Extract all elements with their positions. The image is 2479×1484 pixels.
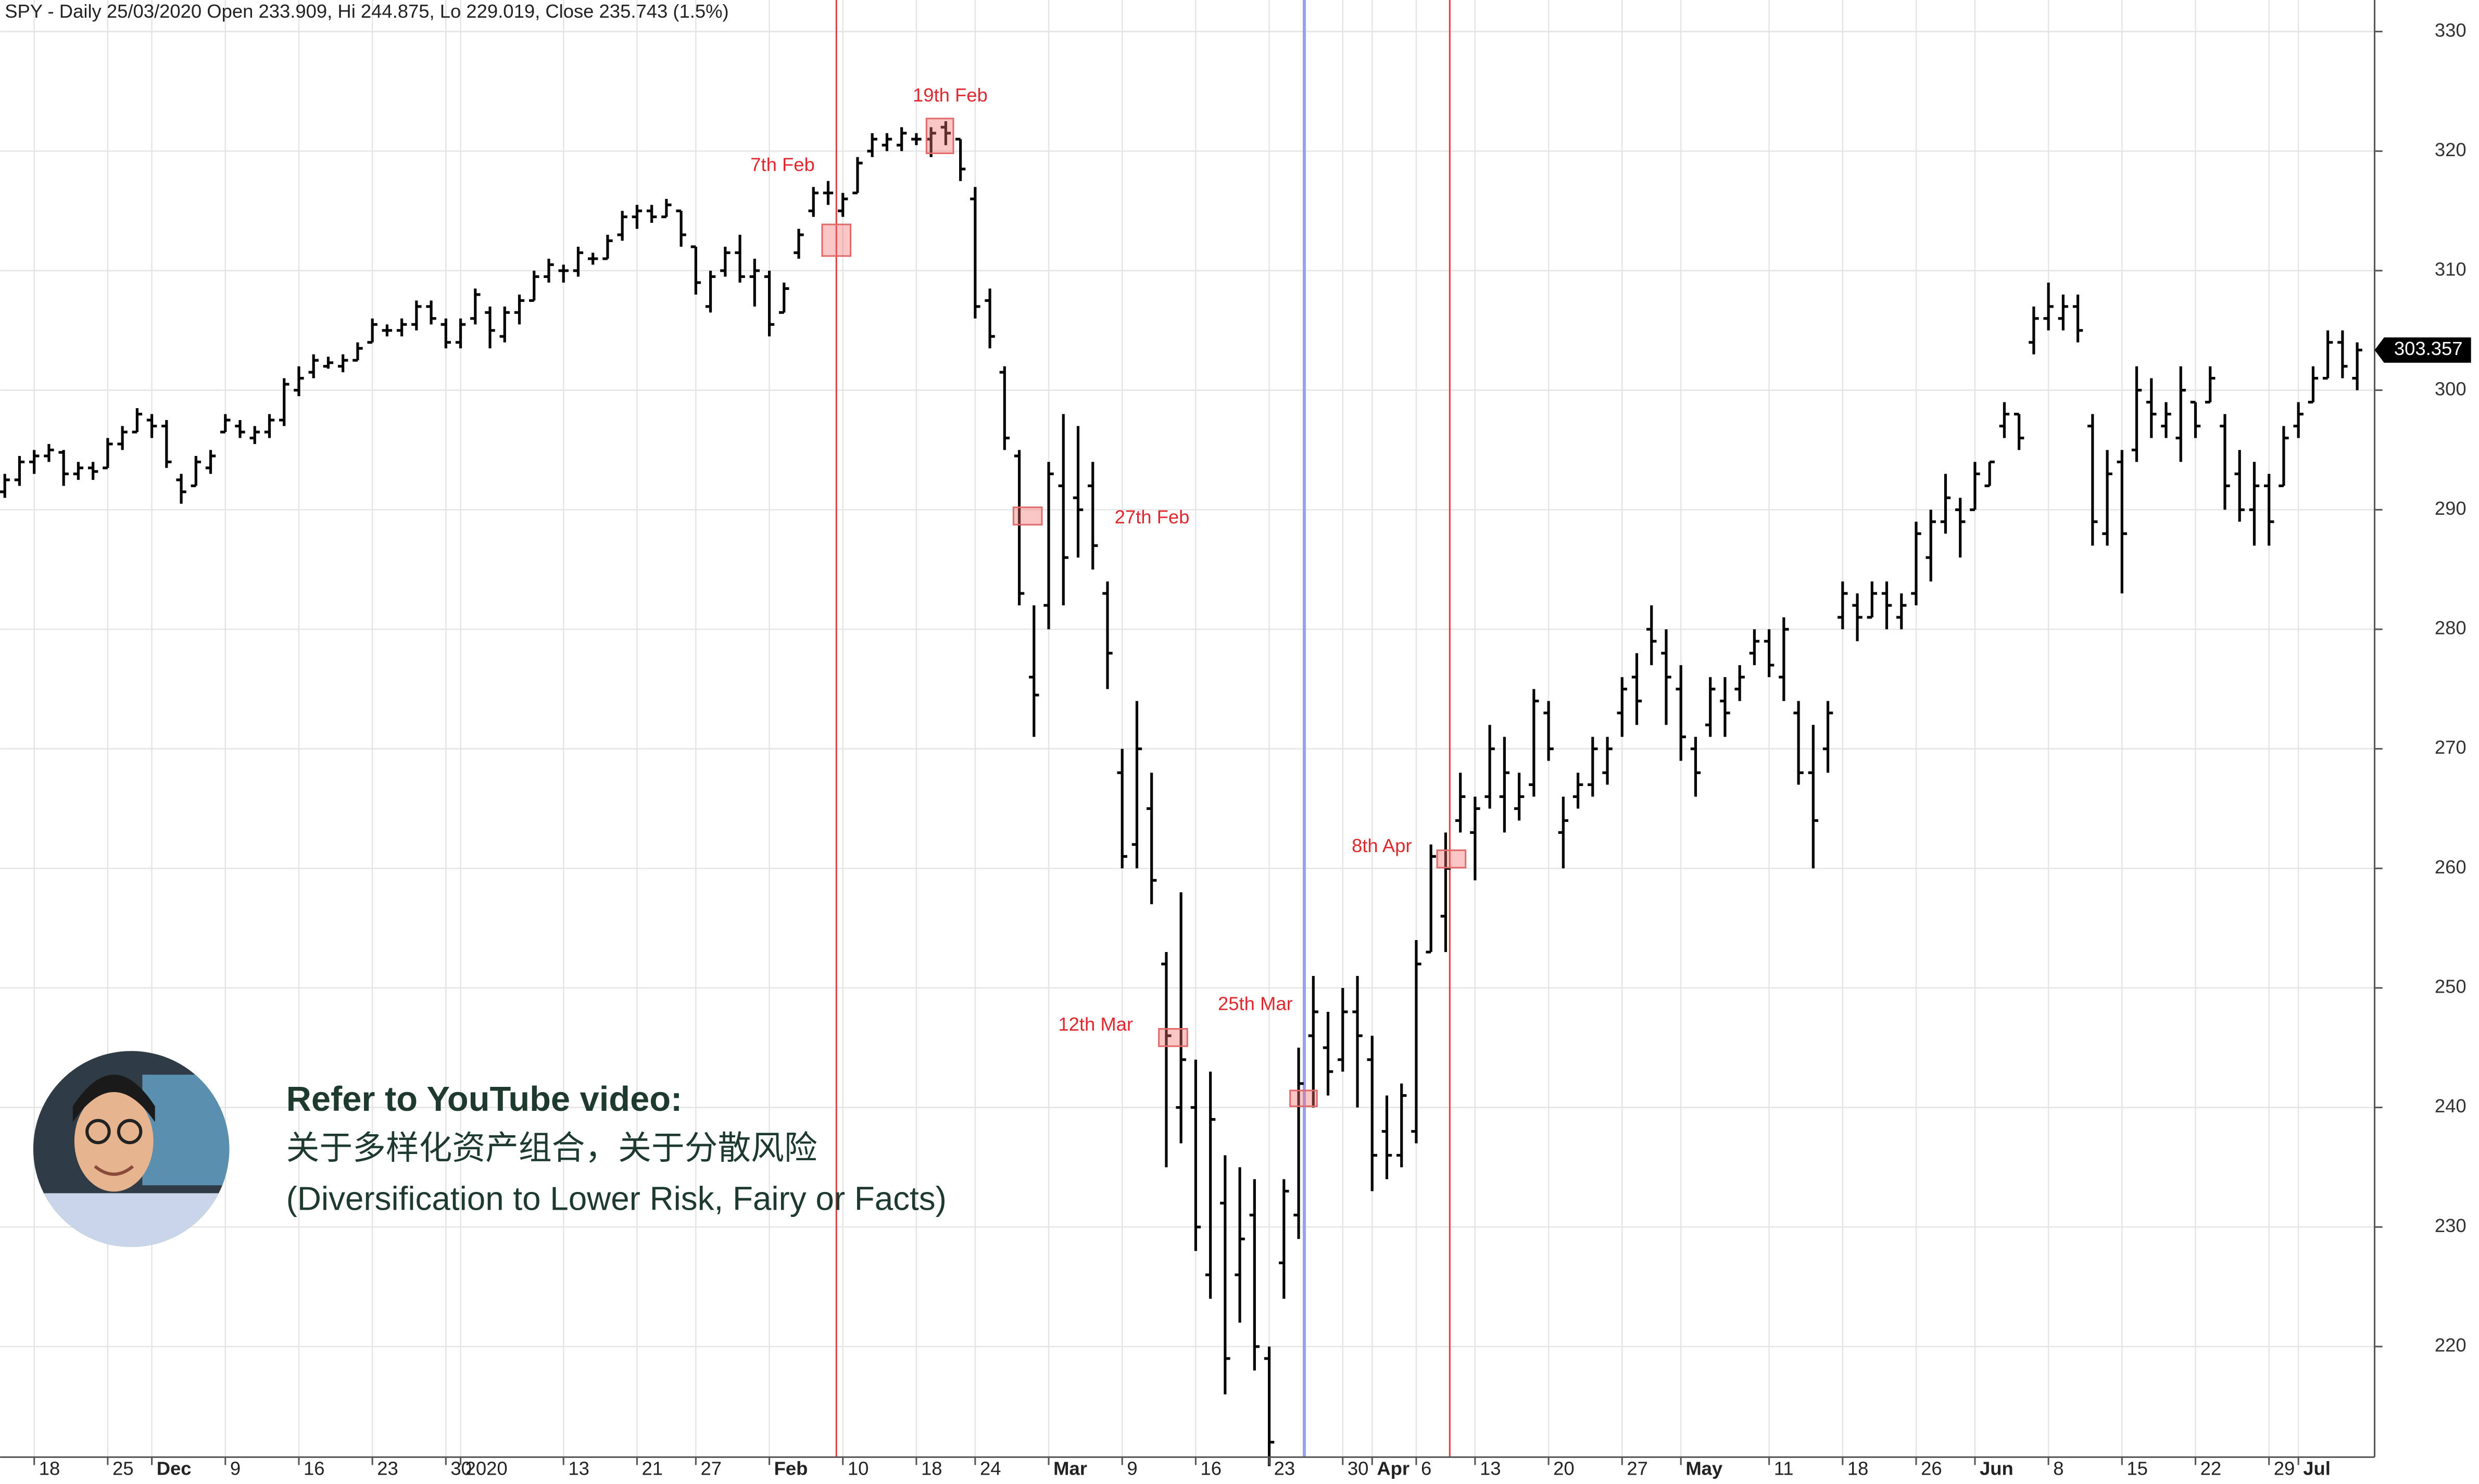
x-tick-label: 16 <box>1201 1457 1222 1479</box>
y-tick-label: 300 <box>2435 378 2467 399</box>
annotation: 25th Mar <box>1218 993 1293 1014</box>
x-tick-label: Jul <box>2303 1457 2331 1479</box>
y-tick-label: 220 <box>2435 1335 2467 1356</box>
y-tick-label: 330 <box>2435 19 2467 41</box>
x-tick-label: May <box>1685 1457 1723 1479</box>
y-tick-label: 230 <box>2435 1215 2467 1236</box>
x-tick-label: 13 <box>568 1457 589 1479</box>
avatar <box>24 1051 245 1257</box>
x-tick-label: 18 <box>39 1457 60 1479</box>
annotation-box <box>822 224 851 256</box>
x-tick-label: 21 <box>642 1457 663 1479</box>
chart-title: SPY - Daily 25/03/2020 Open 233.909, Hi … <box>5 1 728 22</box>
annotation-box <box>1159 1029 1188 1046</box>
x-tick-label: 2020 <box>465 1457 508 1479</box>
x-tick-label: 18 <box>1847 1457 1869 1479</box>
x-tick-label: 10 <box>848 1457 869 1479</box>
y-tick-label: 290 <box>2435 498 2467 519</box>
x-tick-label: 15 <box>2126 1457 2148 1479</box>
x-tick-label: 20 <box>1553 1457 1575 1479</box>
x-tick-label: 24 <box>980 1457 1001 1479</box>
x-tick-label: 27 <box>700 1457 722 1479</box>
annotation: 8th Apr <box>1352 835 1412 856</box>
annotation: 19th Feb <box>913 84 988 106</box>
overlay-subtitle: (Diversification to Lower Risk, Fairy or… <box>286 1179 947 1217</box>
x-tick-label: 11 <box>1774 1457 1794 1479</box>
annotation-box <box>1437 850 1466 867</box>
overlay-subtitle: 关于多样化资产组合，关于分散风险 <box>286 1129 817 1166</box>
price-label: 303.357 <box>2394 338 2463 359</box>
x-tick-label: 27 <box>1627 1457 1648 1479</box>
annotation: 7th Feb <box>750 154 815 175</box>
x-tick-label: 9 <box>230 1457 241 1479</box>
x-tick-label: 22 <box>2200 1457 2222 1479</box>
x-tick-label: 18 <box>921 1457 942 1479</box>
annotation-box <box>1013 508 1042 525</box>
x-tick-label: 30 <box>1348 1457 1369 1479</box>
bar-layer <box>0 121 2362 1466</box>
x-tick-label: 6 <box>1421 1457 1431 1479</box>
x-tick-label: Feb <box>774 1457 808 1479</box>
y-tick-label: 240 <box>2435 1095 2467 1117</box>
y-tick-label: 320 <box>2435 139 2467 160</box>
x-tick-label: 16 <box>304 1457 325 1479</box>
y-tick-label: 280 <box>2435 617 2467 639</box>
annotation-box <box>1290 1090 1317 1106</box>
x-tick-label: Jun <box>1980 1457 2014 1479</box>
x-tick-label: 9 <box>1127 1457 1137 1479</box>
grid-layer <box>0 0 2374 1457</box>
x-tick-label: 8 <box>2053 1457 2063 1479</box>
y-tick-label: 270 <box>2435 737 2467 758</box>
y-tick-label: 260 <box>2435 856 2467 878</box>
x-tick-label: 25 <box>112 1457 134 1479</box>
y-tick-label: 250 <box>2435 976 2467 997</box>
annotation: 27th Feb <box>1115 506 1190 528</box>
page: {"chart_data":{"type":"ohlc", "title":"S… <box>0 0 2479 1484</box>
x-tick-label: 29 <box>2274 1457 2295 1479</box>
x-tick-label: 26 <box>1921 1457 1942 1479</box>
chart: 7th Feb 19th Feb 27th Feb 12th Mar 25th … <box>0 0 2479 1484</box>
x-tick-label: Mar <box>1053 1457 1087 1479</box>
annotation-box <box>926 119 953 154</box>
y-tick-label: 310 <box>2435 259 2467 280</box>
x-tick-label: 23 <box>377 1457 398 1479</box>
overlay-heading: Refer to YouTube video: <box>286 1080 683 1119</box>
x-tick-label: 13 <box>1480 1457 1501 1479</box>
annotation: 12th Mar <box>1058 1013 1133 1035</box>
x-tick-label: Dec <box>157 1457 192 1479</box>
x-tick-label: 23 <box>1274 1457 1295 1479</box>
x-tick-label: Apr <box>1377 1457 1410 1479</box>
